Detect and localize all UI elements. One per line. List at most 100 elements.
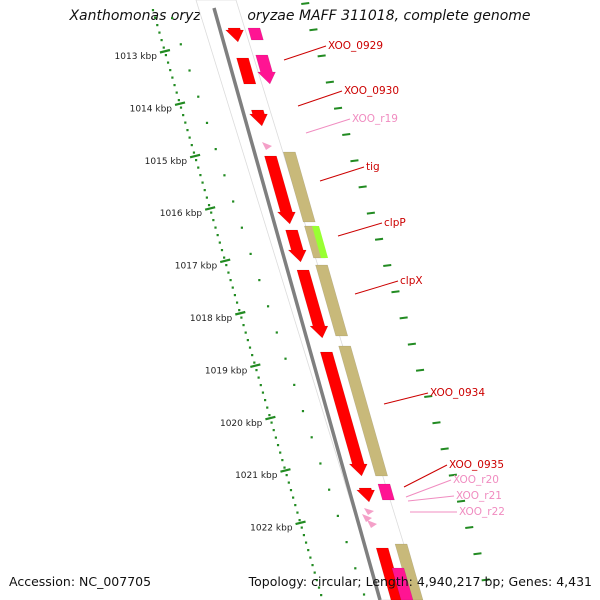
rna-feature[interactable]: [377, 483, 395, 501]
ruler-dot: [201, 181, 204, 184]
ruler-tick-minor: [407, 342, 416, 346]
sequence-backbone: [212, 7, 382, 600]
cds-feature[interactable]: [375, 547, 404, 600]
ruler-dot: [199, 174, 202, 177]
gene-label[interactable]: XOO_r20: [453, 474, 499, 486]
ruler-tick-minor: [456, 499, 466, 503]
ruler-tick: [204, 206, 216, 211]
ruler-dot: [210, 211, 213, 214]
ruler-dot: [158, 31, 161, 34]
ruler-dot: [284, 357, 287, 360]
gene-label[interactable]: XOO_0934: [430, 387, 485, 399]
ruler-dot: [160, 39, 163, 42]
cds-feature[interactable]: [264, 155, 296, 225]
ruler-tick-label: 1014 kbp: [130, 104, 173, 114]
ruler-dot: [268, 414, 271, 417]
gene-label[interactable]: XOO_0929: [328, 40, 383, 52]
ruler-dot: [231, 286, 234, 289]
gene-label[interactable]: clpP: [384, 217, 406, 229]
ruler-dot: [238, 309, 241, 312]
rna-feature[interactable]: [364, 508, 374, 515]
ruler-tick-minor: [309, 28, 318, 32]
ruler-tick-minor: [448, 473, 457, 477]
ruler-tick-label: 1021 kbp: [235, 471, 278, 481]
gene-label[interactable]: XOO_r22: [459, 506, 505, 518]
rna-feature[interactable]: [247, 27, 264, 41]
ruler-dot: [354, 567, 357, 570]
gene-label-leader: [405, 479, 452, 498]
ruler-dot: [320, 594, 323, 597]
genome-summary: Topology: circular; Length: 4,940,217 bp…: [248, 574, 592, 589]
ruler-dot: [298, 519, 301, 522]
gene-feature[interactable]: [315, 264, 349, 337]
gene-feature[interactable]: [312, 226, 328, 258]
gene-label-leader: [319, 166, 365, 182]
cds-feature[interactable]: [285, 229, 307, 263]
ruler-dot: [207, 204, 211, 207]
gene-features: [224, 27, 424, 600]
accession-label: Accession: NC_007705: [9, 574, 152, 589]
ruler-dot: [216, 234, 219, 237]
ruler-dot: [164, 54, 168, 57]
gene-feature[interactable]: [282, 151, 316, 223]
cds-feature[interactable]: [319, 351, 368, 477]
ruler-dot: [203, 189, 206, 192]
ruler-tick-minor: [333, 106, 343, 110]
ruler-dot: [315, 579, 318, 582]
gene-label[interactable]: clpX: [400, 275, 423, 287]
rna-feature[interactable]: [367, 520, 377, 528]
ruler-dot: [169, 69, 172, 72]
gene-label[interactable]: XOO_0930: [344, 85, 399, 97]
ruler-tick-minor: [358, 185, 367, 189]
ruler-tick-minor: [342, 133, 351, 136]
gene-label[interactable]: XOO_0935: [449, 459, 504, 471]
ruler-dot: [258, 279, 261, 282]
ruler-dot: [294, 504, 297, 507]
ruler-dot: [264, 399, 267, 402]
ruler-tick-label: 1015 kbp: [145, 157, 188, 167]
ruler-tick: [280, 468, 291, 473]
gene-label[interactable]: XOO_r21: [456, 490, 502, 502]
ruler-dot: [170, 17, 174, 20]
ruler-dot: [182, 114, 185, 117]
gene-label[interactable]: XOO_r19: [352, 113, 398, 125]
ruler-dot: [188, 136, 191, 139]
ruler-dot: [166, 61, 170, 64]
ruler-tick-minor: [383, 264, 392, 267]
ruler-dot: [223, 256, 226, 259]
ruler-dot: [184, 121, 187, 124]
gene-feature[interactable]: [338, 345, 388, 477]
cds-feature[interactable]: [296, 269, 329, 339]
cds-feature[interactable]: [236, 57, 257, 85]
ruler-dot: [218, 241, 221, 244]
ruler-tick-minor: [374, 237, 384, 241]
cds-feature[interactable]: [356, 487, 376, 503]
rna-feature[interactable]: [391, 567, 414, 600]
ruler-dot: [266, 305, 270, 308]
ruler-tick-label: 1017 kbp: [175, 262, 218, 272]
gene-label-leader: [283, 45, 327, 61]
ruler-tick-label: 1018 kbp: [190, 314, 233, 324]
gene-label[interactable]: tig: [366, 161, 380, 173]
ruler-dot: [276, 444, 280, 447]
ruler-dot: [311, 564, 314, 567]
ruler-tick-minor: [301, 2, 310, 5]
gene-label-leader: [305, 118, 351, 134]
ruler-dot: [244, 331, 247, 334]
ruler-dot: [296, 511, 299, 514]
cds-feature[interactable]: [248, 109, 268, 127]
ruler-dot: [205, 121, 209, 124]
ruler-dot: [249, 252, 252, 255]
gene-label-leader: [383, 392, 429, 405]
ruler-dot: [177, 99, 180, 102]
ruler-dot: [179, 106, 183, 109]
ruler-dot: [302, 534, 306, 537]
cds-feature[interactable]: [224, 27, 244, 43]
ruler-dot: [328, 488, 331, 491]
rna-feature[interactable]: [262, 142, 272, 150]
rna-feature[interactable]: [362, 514, 372, 522]
ruler-dot: [345, 541, 348, 544]
rna-feature[interactable]: [255, 54, 276, 85]
